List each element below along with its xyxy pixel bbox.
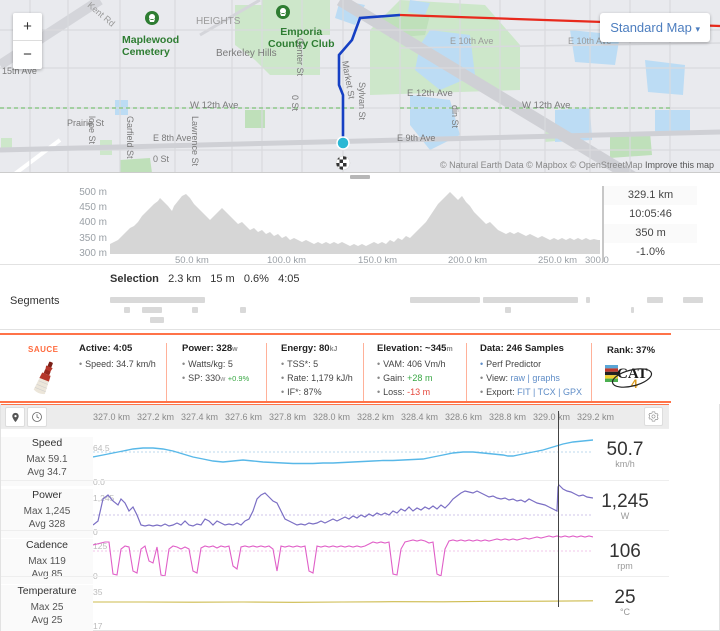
svg-text:4: 4 [631,377,638,391]
